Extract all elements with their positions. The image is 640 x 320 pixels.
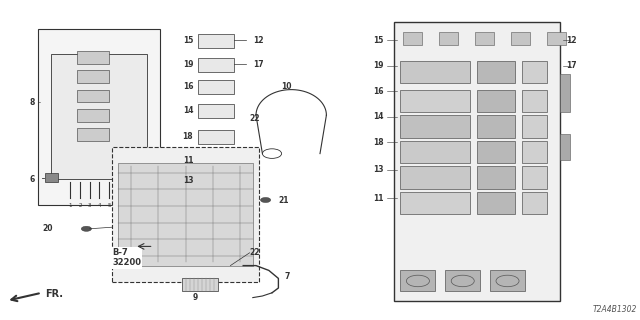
- Bar: [77, 128, 109, 141]
- Text: 18: 18: [182, 132, 193, 140]
- Bar: [477, 115, 515, 138]
- Text: 11: 11: [183, 156, 193, 164]
- Text: 19: 19: [183, 60, 193, 68]
- Text: 9: 9: [193, 293, 198, 302]
- Bar: [400, 90, 470, 112]
- Text: T2A4B1302: T2A4B1302: [593, 305, 637, 314]
- Text: 7: 7: [285, 272, 290, 281]
- Bar: [198, 34, 234, 48]
- Text: FR.: FR.: [45, 289, 63, 299]
- Bar: [522, 115, 547, 138]
- Text: 13: 13: [183, 176, 193, 185]
- Circle shape: [260, 197, 271, 203]
- Text: 20: 20: [43, 224, 53, 233]
- Bar: [400, 115, 470, 138]
- Bar: [477, 90, 515, 112]
- Bar: [394, 22, 560, 301]
- Text: 22: 22: [250, 114, 260, 123]
- Text: B-7
32200: B-7 32200: [112, 248, 141, 268]
- Bar: [77, 70, 109, 83]
- Bar: [45, 173, 58, 182]
- Bar: [511, 32, 531, 45]
- Bar: [198, 174, 234, 189]
- Bar: [560, 134, 570, 160]
- Text: 15: 15: [374, 36, 384, 44]
- Text: 10: 10: [282, 82, 292, 91]
- Text: 17: 17: [253, 60, 264, 68]
- Text: 18: 18: [373, 138, 384, 147]
- Text: 19: 19: [374, 61, 384, 70]
- Bar: [477, 192, 515, 214]
- Bar: [475, 32, 494, 45]
- Bar: [198, 58, 234, 72]
- Text: 6: 6: [30, 175, 35, 184]
- Bar: [522, 141, 547, 163]
- Bar: [198, 130, 234, 144]
- Bar: [477, 141, 515, 163]
- Bar: [403, 32, 422, 45]
- Bar: [400, 61, 470, 83]
- Text: 13: 13: [374, 165, 384, 174]
- Bar: [77, 51, 109, 64]
- Bar: [522, 166, 547, 189]
- Bar: [490, 270, 525, 291]
- Bar: [400, 166, 470, 189]
- Text: 8: 8: [30, 98, 35, 107]
- Bar: [400, 141, 470, 163]
- Bar: [439, 32, 458, 45]
- Text: 14: 14: [374, 112, 384, 121]
- Bar: [560, 74, 570, 112]
- Text: 11: 11: [374, 194, 384, 203]
- Text: 14: 14: [183, 106, 193, 115]
- Text: 4: 4: [97, 203, 101, 208]
- Text: 3: 3: [88, 203, 92, 208]
- Text: 15: 15: [183, 36, 193, 44]
- Bar: [522, 90, 547, 112]
- Bar: [118, 163, 253, 266]
- Bar: [522, 192, 547, 214]
- Text: 16: 16: [374, 87, 384, 96]
- Bar: [38, 29, 160, 205]
- Text: 12: 12: [253, 36, 263, 44]
- Bar: [547, 32, 566, 45]
- Text: 16: 16: [183, 82, 193, 91]
- Bar: [77, 90, 109, 102]
- Bar: [198, 104, 234, 118]
- Text: 21: 21: [278, 196, 289, 204]
- Bar: [477, 61, 515, 83]
- Bar: [198, 154, 234, 168]
- Bar: [182, 278, 218, 291]
- Bar: [522, 61, 547, 83]
- Bar: [112, 147, 259, 282]
- Bar: [477, 166, 515, 189]
- Bar: [445, 270, 480, 291]
- Bar: [400, 270, 435, 291]
- Text: 5: 5: [107, 203, 111, 208]
- Bar: [51, 54, 147, 179]
- Bar: [198, 80, 234, 94]
- Circle shape: [81, 226, 92, 231]
- Text: 17: 17: [566, 61, 577, 70]
- Text: 2: 2: [78, 203, 82, 208]
- Text: 12: 12: [566, 36, 577, 44]
- Bar: [77, 109, 109, 122]
- Text: 22: 22: [250, 248, 260, 257]
- Text: 1: 1: [68, 203, 72, 208]
- Bar: [400, 192, 470, 214]
